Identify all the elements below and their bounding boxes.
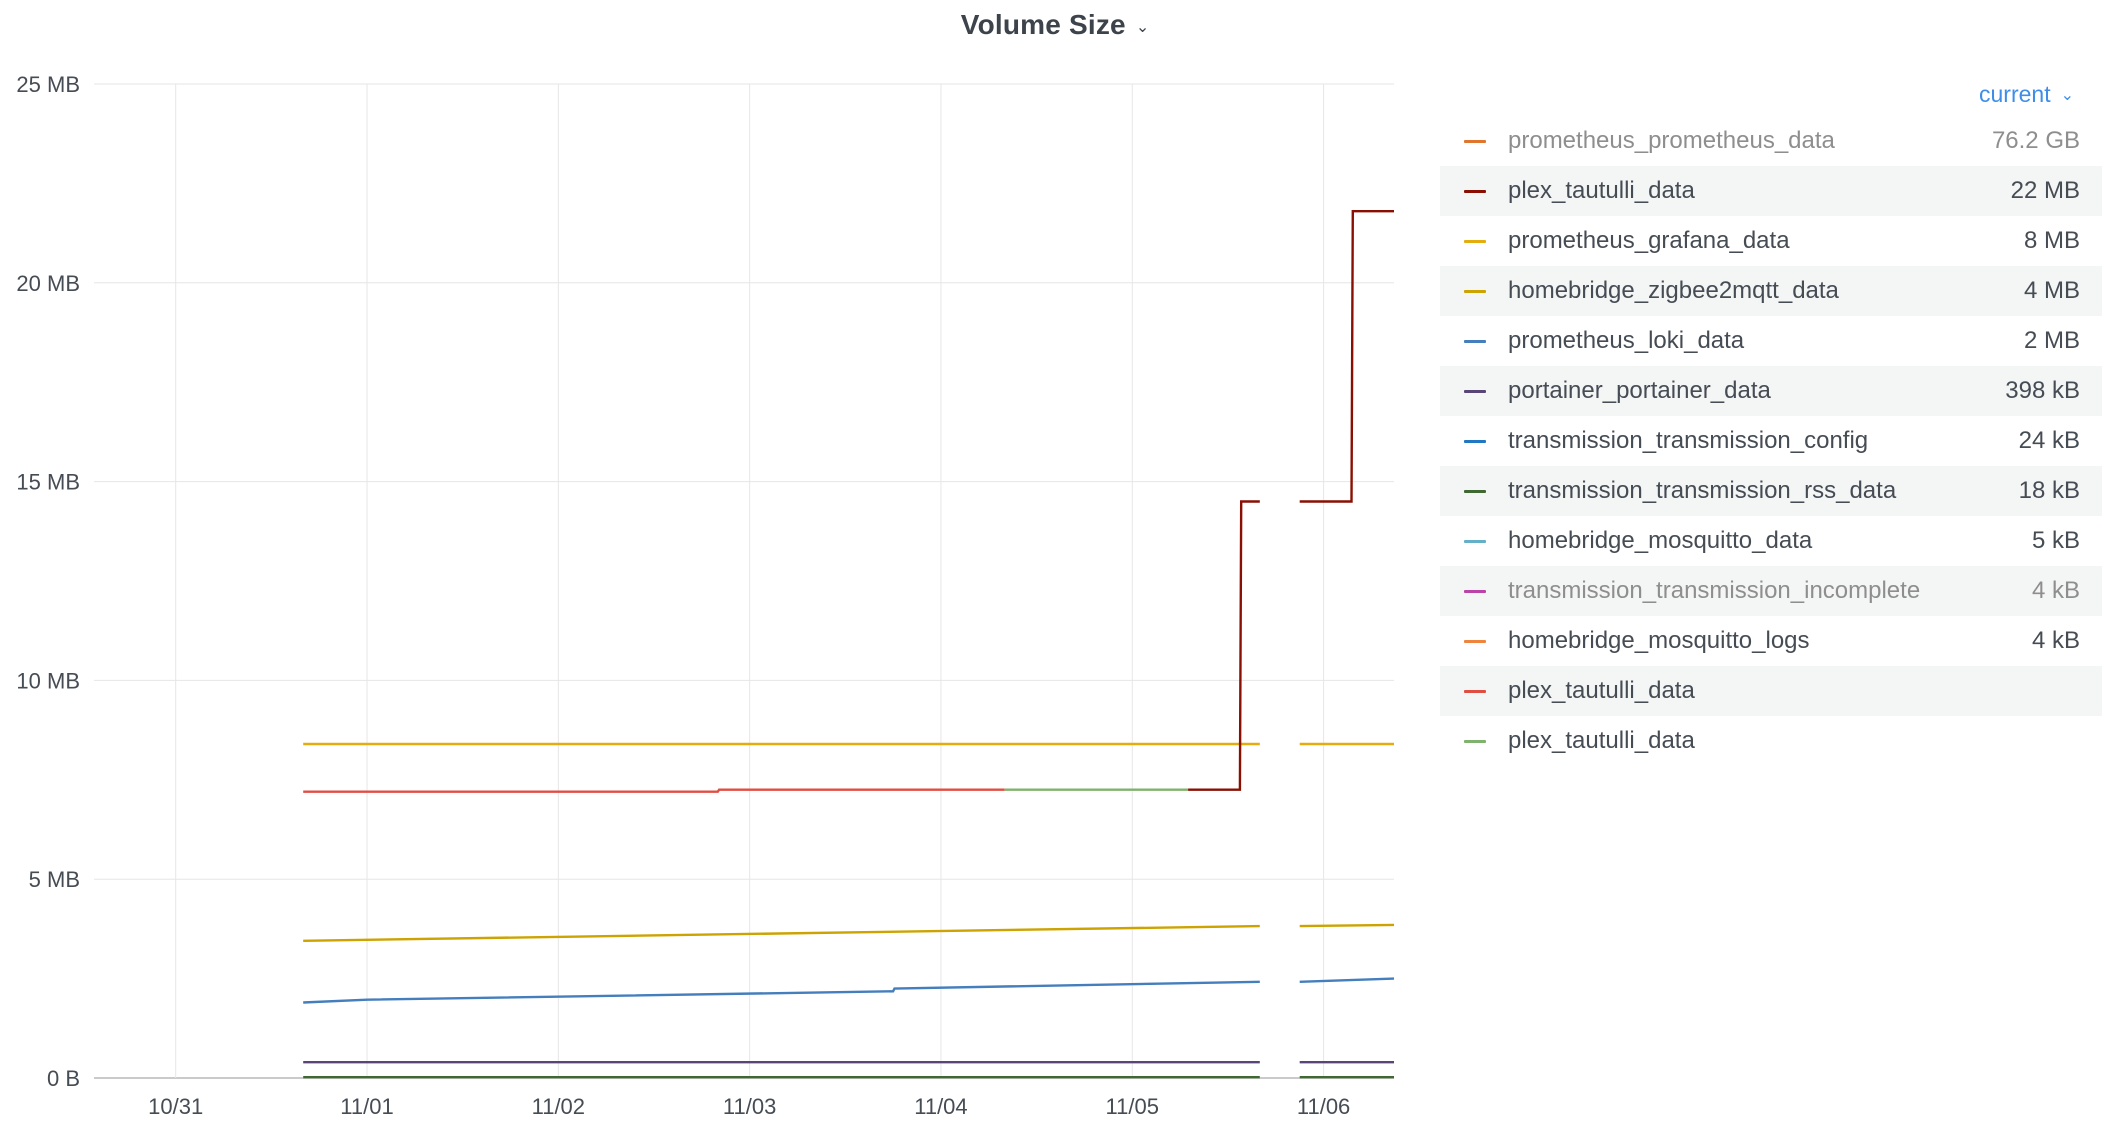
legend-current-value: 398 kB — [2005, 377, 2080, 404]
volume-size-chart[interactable]: 0 B 5 MB 10 MB 15 MB 20 MB 25 MB 10/31 11/01 11/… — [0, 0, 1420, 1128]
y-tick-label: 0 B — [47, 1066, 80, 1091]
legend-current-value: 4 kB — [2031, 627, 2080, 654]
legend-series-name[interactable]: plex_tautulli_data — [1508, 677, 1695, 704]
x-tick-label: 11/02 — [532, 1094, 585, 1119]
legend-current-value: 5 kB — [2031, 527, 2080, 554]
series-line[interactable] — [1299, 923, 1395, 928]
chart-axes: 0 B 5 MB 10 MB 15 MB 20 MB 25 MB 10/31 11/01 11/… — [16, 72, 1350, 1119]
chart-series — [303, 210, 1395, 1079]
legend-item[interactable]: prometheus_grafana_data 8 MB — [1440, 216, 2102, 266]
legend-current-value: 4 kB — [2031, 577, 2080, 604]
chevron-down-icon[interactable]: ⌄ — [1135, 19, 1150, 36]
series-line[interactable] — [303, 788, 1005, 793]
legend-current-value: 22 MB — [2010, 177, 2080, 204]
x-tick-label: 11/05 — [1106, 1094, 1159, 1119]
legend-current-value: 76.2 GB — [1991, 127, 2080, 154]
legend-color-swatch[interactable] — [1464, 389, 1486, 393]
legend-series-name[interactable]: plex_tautulli_data — [1508, 177, 1695, 204]
legend-item[interactable]: homebridge_mosquitto_data 5 kB — [1440, 516, 2102, 566]
legend-color-swatch[interactable] — [1464, 739, 1486, 743]
legend-current-value: 24 kB — [2018, 427, 2080, 454]
legend-series-name[interactable]: transmission_transmission_config — [1508, 427, 1869, 454]
y-tick-label: 5 MB — [29, 867, 80, 892]
legend-color-swatch[interactable] — [1464, 489, 1486, 493]
legend-series-name[interactable]: prometheus_loki_data — [1508, 327, 1745, 354]
panel-header[interactable]: Volume Size ⌄ — [0, 0, 2110, 50]
legend-color-swatch[interactable] — [1464, 339, 1486, 343]
legend-list: prometheus_prometheus_data 76.2 GB plex_ta… — [1440, 116, 2102, 766]
series-line[interactable] — [1299, 210, 1394, 503]
legend-item[interactable]: transmission_transmission_config 24 kB — [1440, 416, 2102, 466]
legend-color-swatch[interactable] — [1464, 289, 1486, 293]
chevron-down-icon[interactable]: ⌄ — [2060, 87, 2074, 104]
legend-sort-toggle[interactable]: current ⌄ — [1440, 72, 2102, 116]
y-tick-label: 15 MB — [16, 470, 80, 495]
series-line[interactable] — [1188, 500, 1260, 791]
legend-item[interactable]: homebridge_zigbee2mqtt_data 4 MB — [1440, 266, 2102, 316]
legend-series-name[interactable]: portainer_portainer_data — [1508, 377, 1771, 404]
legend-series-name[interactable]: homebridge_zigbee2mqtt_data — [1508, 277, 1839, 304]
legend-color-swatch[interactable] — [1464, 189, 1486, 193]
legend-item[interactable]: homebridge_mosquitto_logs 4 kB — [1440, 616, 2102, 666]
x-tick-label: 11/01 — [340, 1094, 393, 1119]
legend-item[interactable]: prometheus_prometheus_data 76.2 GB — [1440, 116, 2102, 166]
legend-current-value: 2 MB — [2023, 327, 2080, 354]
legend-series-name[interactable]: homebridge_mosquitto_data — [1508, 527, 1813, 554]
legend-item[interactable]: transmission_transmission_rss_data 18 kB — [1440, 466, 2102, 516]
legend-color-swatch[interactable] — [1464, 139, 1486, 143]
legend-color-swatch[interactable] — [1464, 439, 1486, 443]
legend-item[interactable]: plex_tautulli_data 22 MB — [1440, 166, 2102, 216]
y-tick-label: 25 MB — [16, 72, 80, 97]
legend-current-value: 4 MB — [2023, 277, 2080, 304]
panel-title[interactable]: Volume Size — [960, 9, 1126, 40]
legend-color-swatch[interactable] — [1464, 539, 1486, 543]
series-line[interactable] — [303, 924, 1260, 942]
legend-series-name[interactable]: prometheus_prometheus_data — [1508, 127, 1835, 154]
legend-color-swatch[interactable] — [1464, 689, 1486, 693]
legend-series-name[interactable]: transmission_transmission_rss_data — [1508, 477, 1897, 504]
legend-color-swatch[interactable] — [1464, 239, 1486, 243]
legend-current-value: 18 kB — [2018, 477, 2080, 504]
x-tick-label: 11/03 — [723, 1094, 776, 1119]
legend-series-name[interactable]: homebridge_mosquitto_logs — [1508, 627, 1810, 654]
legend-item[interactable]: plex_tautulli_data — [1440, 666, 2102, 716]
legend-series-name[interactable]: prometheus_grafana_data — [1508, 227, 1790, 254]
legend-item[interactable]: plex_tautulli_data — [1440, 716, 2102, 766]
series-line[interactable] — [1299, 977, 1395, 983]
legend-item[interactable]: prometheus_loki_data 2 MB — [1440, 316, 2102, 366]
y-tick-label: 10 MB — [16, 668, 80, 693]
legend-color-swatch[interactable] — [1464, 589, 1486, 593]
legend-item[interactable]: transmission_transmission_incomplete 4 kB — [1440, 566, 2102, 616]
x-tick-label: 10/31 — [148, 1094, 203, 1119]
legend-sort-label[interactable]: current — [1979, 80, 2051, 107]
legend-series-name[interactable]: transmission_transmission_incomplete — [1508, 577, 1921, 604]
series-line[interactable] — [303, 980, 1260, 1004]
legend-color-swatch[interactable] — [1464, 639, 1486, 643]
y-tick-label: 20 MB — [16, 271, 80, 296]
legend: current ⌄ prometheus_prometheus_data 76.2… — [1440, 72, 2102, 766]
x-tick-label: 11/04 — [914, 1094, 967, 1119]
legend-current-value: 8 MB — [2023, 227, 2080, 254]
legend-item[interactable]: portainer_portainer_data 398 kB — [1440, 366, 2102, 416]
chart-grid — [94, 83, 1394, 1079]
x-tick-label: 11/06 — [1297, 1094, 1350, 1119]
legend-series-name[interactable]: plex_tautulli_data — [1508, 727, 1695, 754]
